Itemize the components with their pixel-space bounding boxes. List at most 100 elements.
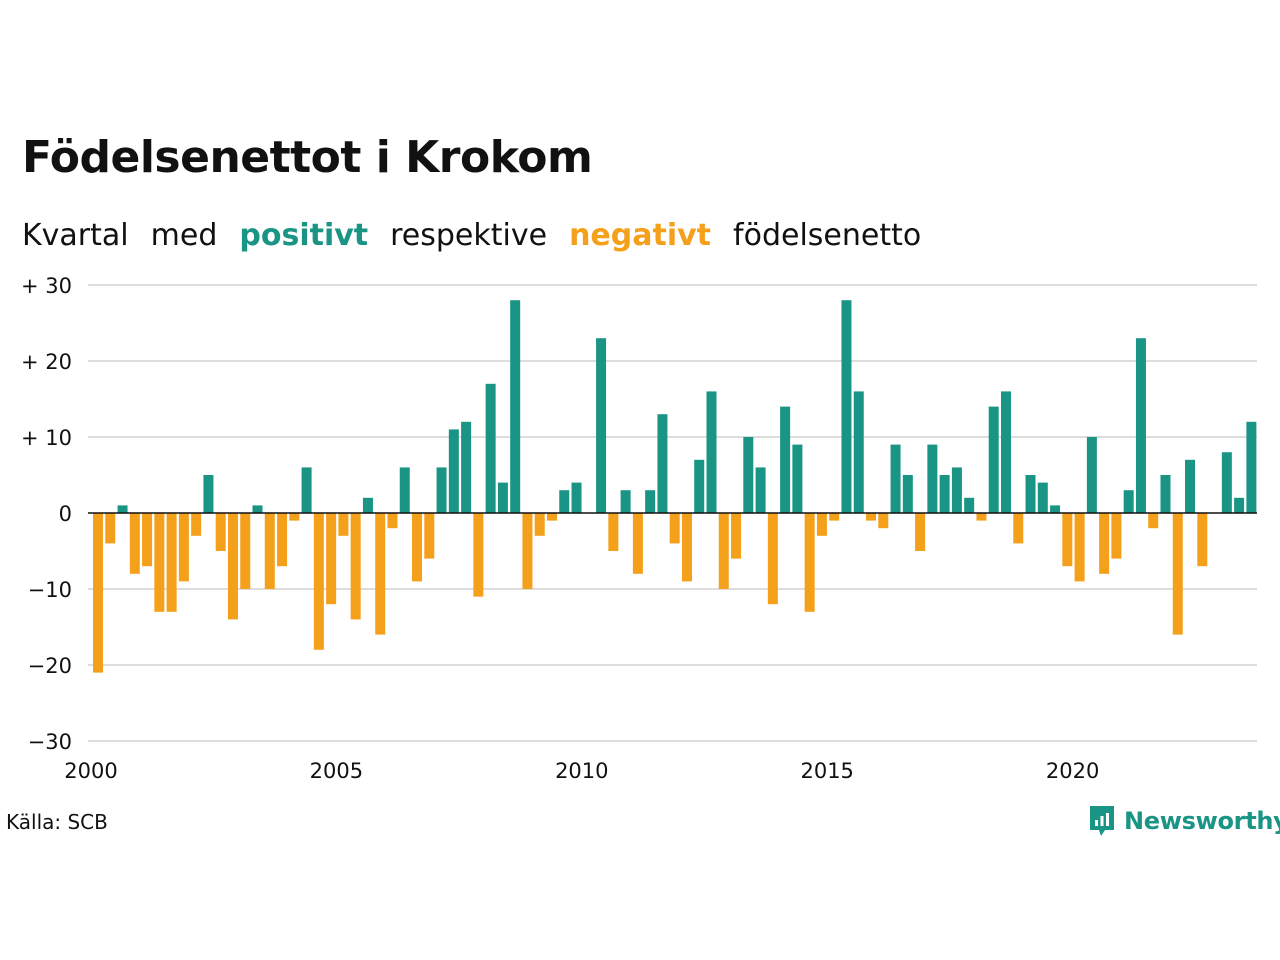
bar-negative: [375, 513, 386, 635]
bar-negative: [227, 513, 238, 620]
bar-positive: [780, 406, 791, 513]
bar-negative: [1111, 513, 1122, 559]
bar-positive: [1234, 497, 1245, 513]
bar-negative: [829, 513, 840, 521]
bar-positive: [694, 459, 705, 513]
bar-positive: [1123, 490, 1134, 513]
bar-positive: [939, 475, 950, 513]
y-axis-labels: + 30 + 20 + 10 0 −10 −20 −30: [21, 274, 72, 754]
y-tick-label: + 30: [21, 274, 72, 298]
bar-negative: [1148, 513, 1159, 529]
bar-negative: [976, 513, 987, 521]
bar-positive: [706, 391, 717, 513]
bar-negative: [240, 513, 251, 589]
bar-positive: [890, 444, 901, 513]
bar-positive: [571, 482, 582, 513]
bar-positive: [461, 421, 472, 513]
bar-positive: [252, 505, 263, 513]
subtitle-word: Kvartal: [22, 218, 129, 253]
y-tick-label: 0: [59, 502, 72, 526]
bar-positive: [951, 467, 962, 513]
bar-negative: [718, 513, 729, 589]
bar-negative: [326, 513, 337, 605]
bar-positive: [1221, 452, 1232, 513]
bar-positive: [596, 338, 607, 513]
bar-negative: [129, 513, 140, 574]
newsworthy-logo: Newsworthy: [1088, 804, 1280, 838]
bar-positive: [1086, 437, 1097, 513]
bar-negative: [424, 513, 435, 559]
bar-positive: [927, 444, 938, 513]
bar-positive: [485, 383, 496, 513]
chart-title: Födelsenettot i Krokom: [22, 132, 593, 183]
bar-negative: [387, 513, 398, 529]
bar-negative: [412, 513, 423, 582]
bar-positive: [117, 505, 128, 513]
bar-positive: [853, 391, 864, 513]
bar-negative: [473, 513, 484, 597]
bar-positive: [1000, 391, 1011, 513]
bar-negative: [546, 513, 557, 521]
bars: [93, 300, 1257, 673]
subtitle-word: med: [150, 218, 218, 253]
bar-negative: [1013, 513, 1024, 544]
bar-negative: [731, 513, 742, 559]
bar-positive: [399, 467, 410, 513]
bar-positive: [1185, 459, 1196, 513]
bar-negative: [191, 513, 202, 536]
bar-negative: [1074, 513, 1085, 582]
bar-negative: [142, 513, 153, 567]
bar-negative: [816, 513, 827, 536]
bar-negative: [681, 513, 692, 582]
bar-negative: [632, 513, 643, 574]
subtitle-negative-label: negativt: [569, 218, 712, 253]
x-tick-label: 2010: [555, 759, 608, 783]
source-note: Källa: SCB: [6, 810, 108, 834]
y-tick-label: + 10: [21, 426, 72, 450]
bar-positive: [497, 482, 508, 513]
bar-positive: [902, 475, 913, 513]
x-tick-label: 2015: [800, 759, 853, 783]
x-tick-label: 2020: [1046, 759, 1099, 783]
bar-positive: [755, 467, 766, 513]
bar-negative: [154, 513, 165, 612]
bar-negative: [277, 513, 288, 567]
bar-positive: [964, 497, 975, 513]
bar-positive: [559, 490, 570, 513]
bar-positive: [645, 490, 656, 513]
bar-negative: [178, 513, 189, 582]
bar-positive: [1050, 505, 1061, 513]
chart-subtitle: Kvartal med positivt respektive negativt föde…: [22, 218, 943, 253]
bar-negative: [166, 513, 177, 612]
bar-positive: [203, 475, 214, 513]
bar-negative: [608, 513, 619, 551]
bar-negative: [93, 513, 103, 673]
y-tick-label: + 20: [21, 350, 72, 374]
bar-negative: [1062, 513, 1073, 567]
bar-positive: [510, 300, 521, 513]
bar-negative: [289, 513, 300, 521]
bar-positive: [301, 467, 312, 513]
bar-negative: [338, 513, 349, 536]
bar-positive: [792, 444, 803, 513]
x-tick-label: 2000: [64, 759, 117, 783]
y-tick-label: −30: [28, 730, 72, 754]
bar-negative: [264, 513, 275, 589]
subtitle-positive-label: positivt: [239, 218, 369, 253]
newsworthy-logo-icon: [1090, 806, 1114, 836]
logo-text: Newsworthy: [1124, 807, 1280, 835]
bar-negative: [105, 513, 116, 544]
subtitle-word: födelsenetto: [733, 218, 922, 253]
bar-negative: [669, 513, 680, 544]
bar-positive: [436, 467, 447, 513]
bar-negative: [915, 513, 926, 551]
bar-positive: [620, 490, 631, 513]
y-tick-label: −20: [28, 654, 72, 678]
bar-positive: [1135, 338, 1146, 513]
bar-negative: [522, 513, 533, 589]
bar-positive: [988, 406, 999, 513]
bar-positive: [1037, 482, 1048, 513]
bar-negative: [1099, 513, 1110, 574]
bar-negative: [804, 513, 815, 612]
bar-positive: [448, 429, 459, 513]
